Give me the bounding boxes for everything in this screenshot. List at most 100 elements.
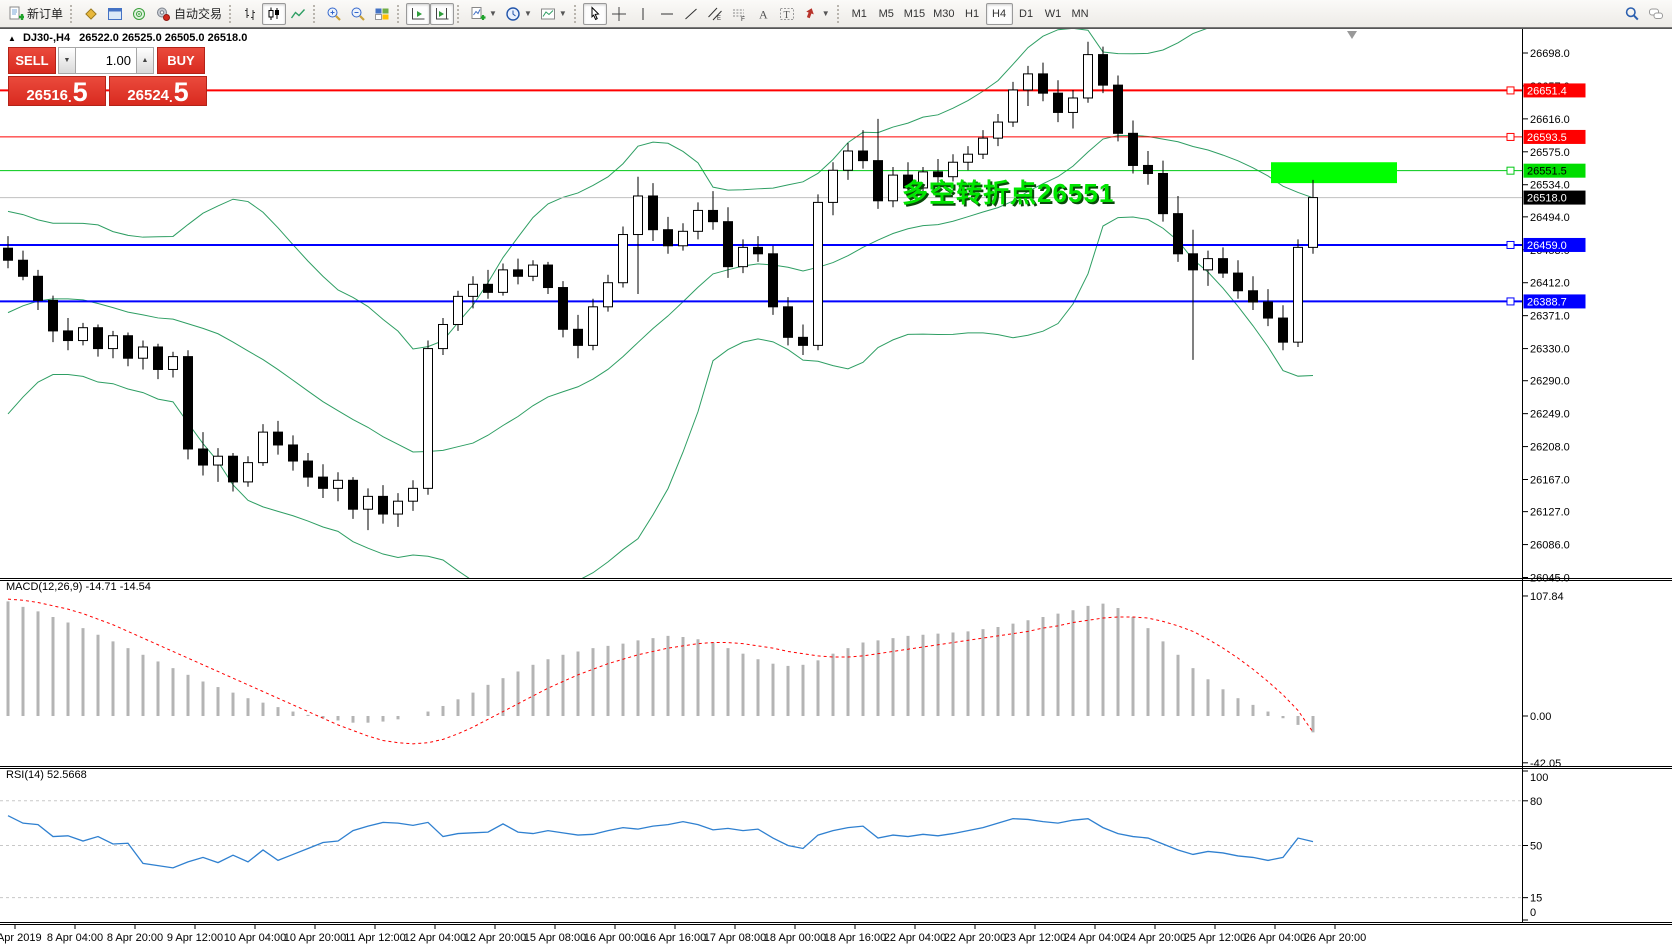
- timeframe-button-mn[interactable]: MN: [1071, 7, 1089, 20]
- arrows-button[interactable]: ▼: [799, 3, 834, 25]
- collapse-panel-arrow[interactable]: ▲: [8, 34, 16, 43]
- vertical-line-button[interactable]: [631, 3, 655, 25]
- candle-body: [483, 283, 493, 293]
- buy-price-display[interactable]: 26524 . 5: [109, 76, 207, 106]
- buy-button[interactable]: BUY: [157, 47, 205, 74]
- candle-body: [1293, 246, 1303, 343]
- search-icon: [1625, 6, 1639, 20]
- time-axis-label: 24 Apr 20:00: [1124, 932, 1186, 944]
- chart-shift-button[interactable]: [430, 2, 455, 25]
- horizontal-line-button[interactable]: [655, 3, 679, 25]
- line-anchor-marker: [1506, 166, 1515, 175]
- candle-body: [768, 253, 778, 308]
- auto-scroll-button[interactable]: [406, 2, 431, 25]
- vertical-line-icon: [642, 7, 644, 20]
- channel-button[interactable]: E: [703, 3, 727, 25]
- one-click-trading-panel: SELL ▼ ▲ BUY 26516 . 5 26524 . 5: [8, 47, 208, 106]
- cursor-icon: [591, 5, 600, 20]
- timeframe-button-d1[interactable]: D1: [1019, 7, 1034, 20]
- timeframe-button-m1[interactable]: M1: [851, 7, 867, 20]
- auto-trading-button[interactable]: 自动交易: [151, 3, 226, 25]
- cursor-button[interactable]: [582, 2, 607, 25]
- timeframe-button-m5[interactable]: M5: [878, 7, 894, 20]
- timeframe-button-w1[interactable]: W1: [1044, 7, 1062, 20]
- candle-body: [558, 287, 568, 330]
- candle-body: [933, 171, 943, 178]
- data-window-icon: [108, 7, 123, 20]
- clock-icon: [506, 6, 520, 21]
- candle-body: [588, 306, 598, 346]
- rsi-indicator-label: RSI(14) 52.5668: [6, 769, 87, 781]
- candle-body: [1308, 197, 1318, 248]
- volume-decrease-button[interactable]: ▼: [58, 47, 76, 74]
- candle-body: [1263, 301, 1273, 319]
- price-axis-tick-label: 26290.0: [1530, 376, 1570, 388]
- chat-button[interactable]: [1644, 3, 1668, 25]
- line-chart-button[interactable]: [286, 3, 310, 25]
- time-axis-label: 5 Apr 2019: [0, 932, 42, 944]
- svg-text:A: A: [759, 7, 768, 21]
- sell-price-display[interactable]: 26516 . 5: [8, 76, 106, 106]
- candle-body: [303, 460, 313, 478]
- time-axis-label: 8 Apr 04:00: [47, 932, 103, 944]
- fibonacci-button[interactable]: F: [727, 3, 751, 25]
- time-axis-label: 25 Apr 12:00: [1184, 932, 1246, 944]
- crosshair-button[interactable]: [607, 3, 631, 25]
- candle-body: [678, 230, 688, 247]
- candle-body: [333, 479, 343, 489]
- time-axis-label: 9 Apr 12:00: [167, 932, 223, 944]
- navigator-button[interactable]: [127, 3, 151, 25]
- text-button[interactable]: A: [751, 3, 775, 25]
- bar-chart-button[interactable]: [238, 3, 262, 25]
- trendline-icon: [684, 8, 697, 19]
- data-window-button[interactable]: [103, 3, 127, 25]
- candle-body: [648, 195, 658, 231]
- zoom-in-button[interactable]: [322, 3, 346, 25]
- dropdown-caret: ▼: [821, 9, 830, 18]
- new-chart-button[interactable]: ▼: [466, 3, 501, 25]
- price-axis-tick-label: 26167.0: [1530, 475, 1570, 487]
- tile-windows-button[interactable]: [370, 3, 394, 25]
- periods-button[interactable]: ▼: [501, 3, 536, 25]
- volume-increase-button[interactable]: ▲: [136, 47, 154, 74]
- price-axis-tick-label: 26698.0: [1530, 48, 1570, 60]
- candle-body: [243, 462, 253, 483]
- zoom-out-button[interactable]: [346, 3, 370, 25]
- market-watch-button[interactable]: [79, 3, 103, 25]
- trendline-button[interactable]: [679, 3, 703, 25]
- auto-trading-label: 自动交易: [174, 7, 223, 21]
- new-order-button[interactable]: 新订单: [4, 3, 67, 25]
- navigator-icon: [133, 7, 146, 20]
- time-axis-label: 23 Apr 12:00: [1004, 932, 1066, 944]
- candle-body: [963, 153, 973, 163]
- line-anchor-marker: [1506, 86, 1515, 95]
- price-line-label: 26551.5: [1527, 166, 1567, 178]
- timeframe-button-m30[interactable]: M30: [933, 7, 955, 20]
- price-axis-tick-label: 26616.0: [1530, 114, 1570, 126]
- chat-icon: [1649, 8, 1663, 19]
- candle-body: [1278, 317, 1288, 343]
- candle-body: [48, 299, 58, 332]
- text-label-button[interactable]: T: [775, 3, 799, 25]
- candle-body: [858, 150, 868, 162]
- sell-button[interactable]: SELL: [8, 47, 56, 74]
- volume-input[interactable]: [76, 47, 136, 74]
- timeframe-button-h1[interactable]: H1: [965, 7, 980, 20]
- horizontal-line-icon: [660, 13, 673, 14]
- new-order-label: 新订单: [27, 7, 64, 21]
- candlestick-chart-button[interactable]: [262, 2, 287, 25]
- zoom-out-icon: [351, 7, 365, 21]
- candle-body: [723, 221, 733, 268]
- chart-text-annotation: 多空转折点26551: [902, 178, 1115, 208]
- timeframe-button-m15[interactable]: M15: [903, 7, 926, 20]
- timeframe-button-h4[interactable]: H4: [985, 2, 1013, 25]
- buy-price-dot: .: [169, 90, 173, 105]
- candle-body: [408, 487, 418, 502]
- time-axis-label: 17 Apr 08:00: [704, 932, 766, 944]
- price-axis-tick-label: 26127.0: [1530, 507, 1570, 519]
- search-button[interactable]: [1620, 3, 1644, 25]
- price-axis-tick-label: 26371.0: [1530, 311, 1570, 323]
- candle-body: [153, 346, 163, 370]
- templates-button[interactable]: ▼: [536, 3, 571, 25]
